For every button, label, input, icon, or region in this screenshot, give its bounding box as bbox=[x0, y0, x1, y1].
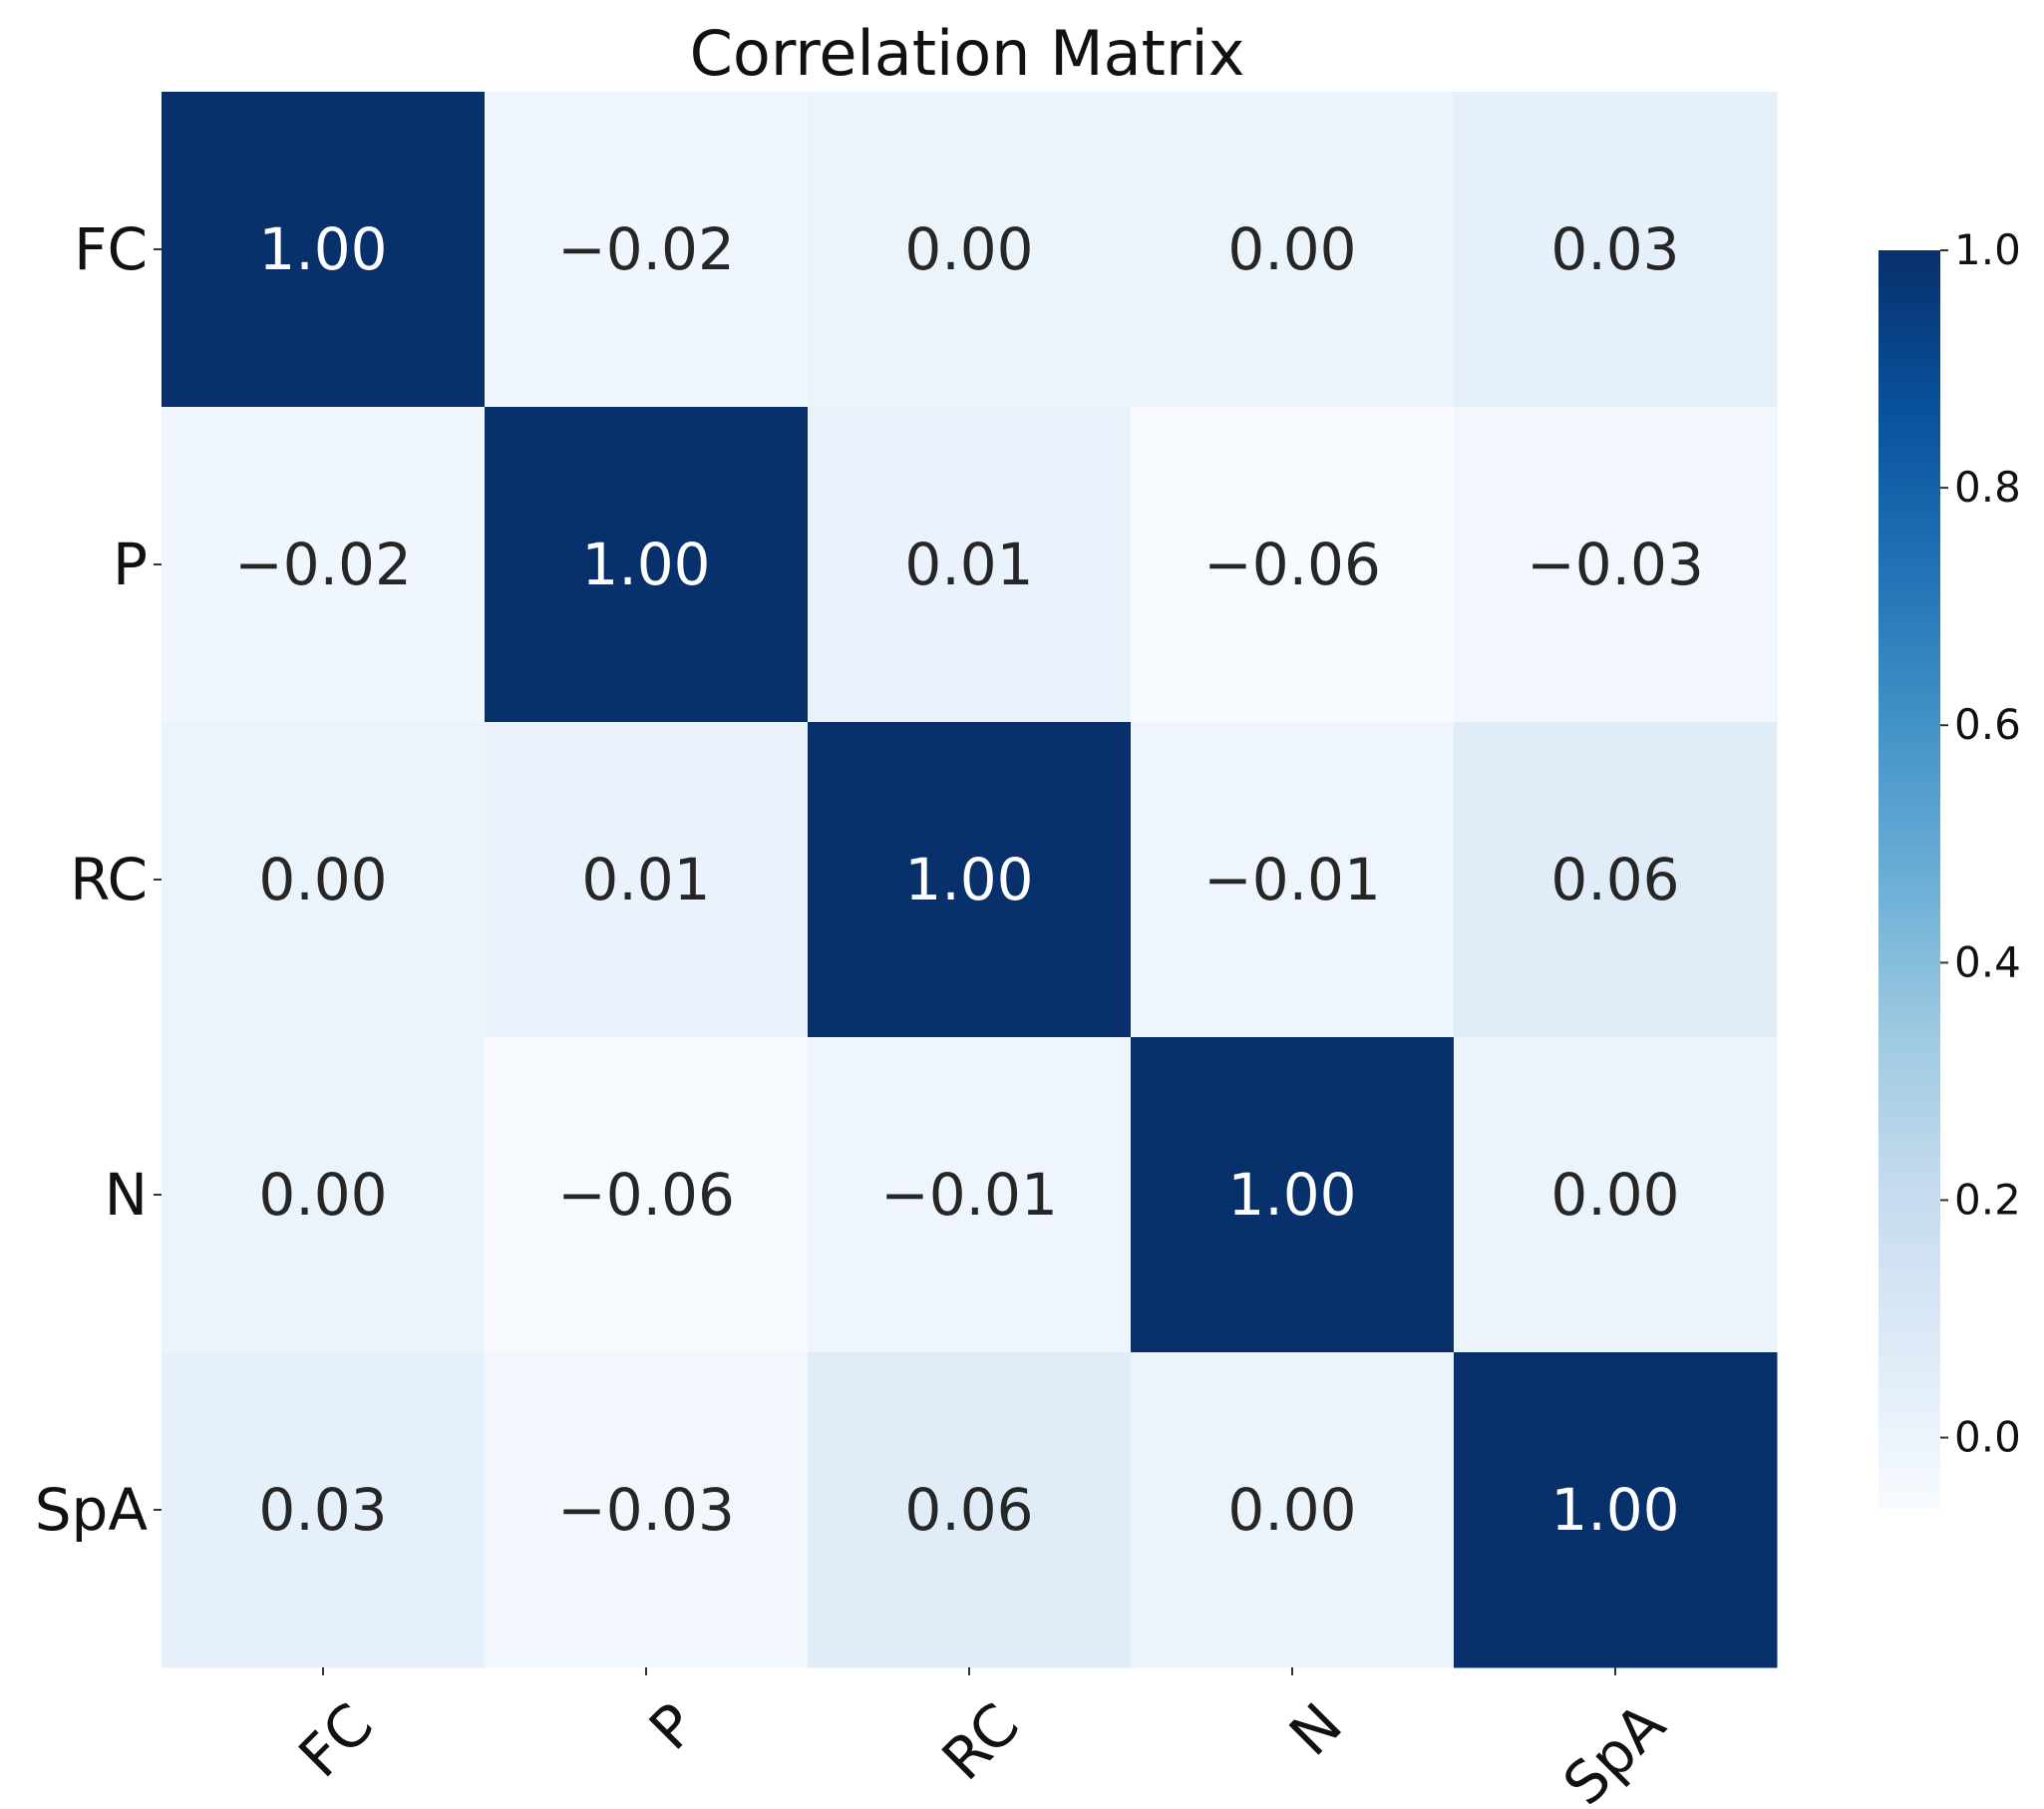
x-tick-label: SpA bbox=[1550, 1690, 1678, 1809]
cell-value-label: 0.01 bbox=[581, 846, 710, 913]
cell-value-label: 0.00 bbox=[904, 215, 1033, 283]
heatmap-cell bbox=[1454, 1037, 1778, 1353]
cell-value-label: 0.00 bbox=[258, 846, 387, 913]
heatmap-cell bbox=[485, 1037, 809, 1353]
x-tick-label: N bbox=[1276, 1690, 1355, 1769]
heatmap-cell bbox=[1454, 92, 1778, 408]
cell-value-label: 0.03 bbox=[258, 1476, 387, 1544]
x-tick-label: RC bbox=[929, 1690, 1032, 1793]
heatmap-cell bbox=[162, 722, 486, 1038]
cell-value-label: −0.01 bbox=[1203, 846, 1381, 913]
cell-value-label: −0.02 bbox=[557, 215, 735, 283]
colorbar-tick-label: 0.8 bbox=[1954, 463, 2021, 512]
cell-value-label: 0.06 bbox=[904, 1476, 1033, 1544]
colorbar-tick-label: 0.4 bbox=[1954, 937, 2021, 986]
cell-value-label: −0.02 bbox=[234, 531, 412, 598]
cell-value-label: 0.00 bbox=[1227, 215, 1356, 283]
y-tick-label: P bbox=[113, 531, 148, 598]
cell-value-label: 1.00 bbox=[1550, 1476, 1679, 1544]
heatmap-cell bbox=[162, 92, 486, 408]
heatmap-cell bbox=[485, 1352, 809, 1668]
colorbar-tick-label: 0.6 bbox=[1954, 700, 2021, 749]
heatmap-cells bbox=[162, 92, 1778, 1668]
heatmap-cell bbox=[1454, 407, 1778, 723]
y-axis: FC P RC N SpA bbox=[35, 215, 162, 1544]
heatmap-cell bbox=[485, 92, 809, 408]
heatmap-annotations: 1.00 −0.02 0.00 0.00 0.03 −0.02 1.00 0.01 −0.06 −… bbox=[234, 215, 1704, 1544]
heatmap-cell bbox=[1131, 407, 1455, 723]
x-axis: FC P RC N SpA bbox=[286, 1667, 1678, 1809]
cell-value-label: −0.01 bbox=[880, 1161, 1058, 1229]
y-tick-label: N bbox=[105, 1161, 148, 1229]
cell-value-label: 0.01 bbox=[904, 531, 1033, 598]
heatmap-cell bbox=[808, 407, 1132, 723]
cell-value-label: 1.00 bbox=[904, 846, 1033, 913]
cell-value-label: 0.00 bbox=[258, 1161, 387, 1229]
heatmap-cell bbox=[1454, 722, 1778, 1038]
heatmap-cell bbox=[1131, 722, 1455, 1038]
heatmap-cell bbox=[1131, 1037, 1455, 1353]
cell-value-label: 0.06 bbox=[1550, 846, 1679, 913]
cell-value-label: −0.03 bbox=[1527, 531, 1704, 598]
heatmap-cell bbox=[1454, 1352, 1778, 1668]
cell-value-label: 0.00 bbox=[1227, 1476, 1356, 1544]
cell-value-label: −0.06 bbox=[557, 1161, 735, 1229]
cell-value-label: 1.00 bbox=[1227, 1161, 1356, 1229]
cell-value-label: −0.03 bbox=[557, 1476, 735, 1544]
heatmap-cell bbox=[485, 407, 809, 723]
heatmap-cell bbox=[1131, 92, 1455, 408]
heatmap-cell bbox=[808, 722, 1132, 1038]
cell-value-label: 1.00 bbox=[258, 215, 387, 283]
heatmap-cell bbox=[162, 1352, 486, 1668]
colorbar-ticks: 0.0 0.2 0.4 0.6 0.8 1.0 bbox=[1940, 225, 2021, 1462]
colorbar-tick-label: 0.2 bbox=[1954, 1175, 2021, 1224]
y-tick-label: RC bbox=[70, 846, 148, 913]
cell-value-label: 1.00 bbox=[581, 531, 710, 598]
heatmap-cell bbox=[808, 1352, 1132, 1668]
y-tick-label: SpA bbox=[35, 1476, 149, 1544]
cell-value-label: −0.06 bbox=[1203, 531, 1381, 598]
colorbar-gradient bbox=[1878, 250, 1940, 1509]
cell-value-label: 0.03 bbox=[1550, 215, 1679, 283]
heatmap-cell bbox=[808, 92, 1132, 408]
heatmap-cell bbox=[808, 1037, 1132, 1353]
heatmap-cell bbox=[162, 1037, 486, 1353]
heatmap-cell bbox=[485, 722, 809, 1038]
x-tick-label: P bbox=[636, 1690, 709, 1763]
heatmap-cell bbox=[162, 407, 486, 723]
colorbar-tick-label: 0.0 bbox=[1954, 1413, 2021, 1462]
colorbar: 0.0 0.2 0.4 0.6 0.8 1.0 bbox=[1878, 225, 2021, 1509]
cell-value-label: 0.00 bbox=[1550, 1161, 1679, 1229]
chart-title: Correlation Matrix bbox=[690, 17, 1245, 90]
colorbar-tick-label: 1.0 bbox=[1954, 225, 2021, 274]
x-tick-label: FC bbox=[286, 1690, 386, 1790]
y-tick-label: FC bbox=[74, 215, 148, 283]
heatmap-cell bbox=[1131, 1352, 1455, 1668]
